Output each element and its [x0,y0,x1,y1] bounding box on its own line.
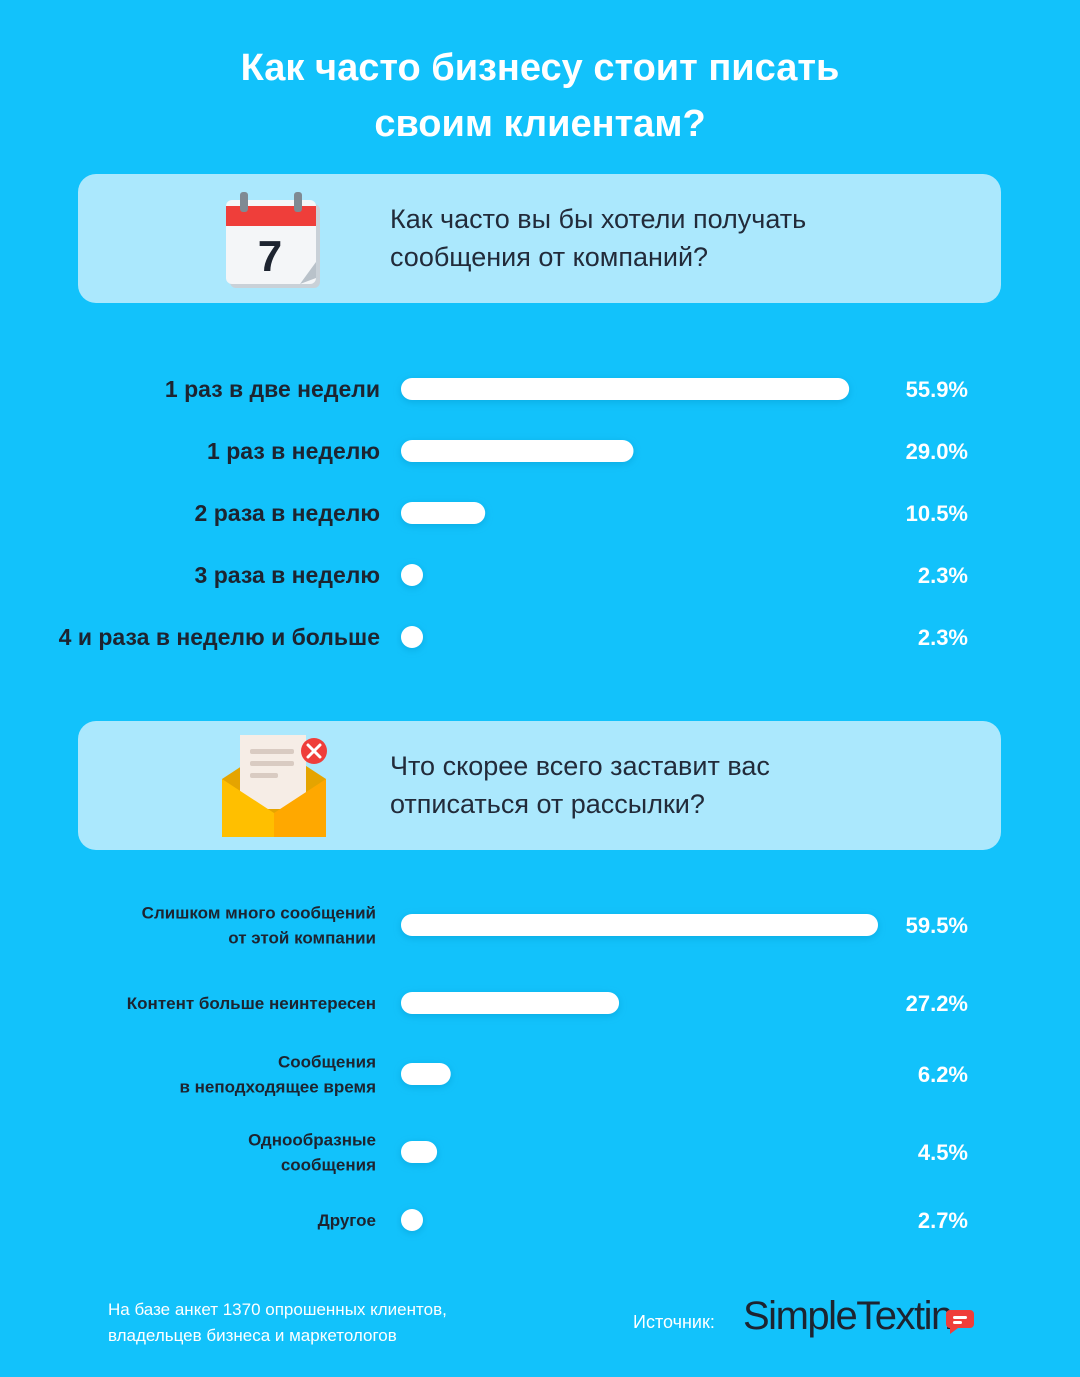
footnote-line-1: На базе анкет 1370 опрошенных клиентов, [108,1300,447,1319]
value-label: 6.2% [918,1062,968,1087]
category-label: 1 раз в неделю [207,438,380,464]
bar [401,564,423,586]
value-label: 29.0% [906,439,968,464]
bar [401,992,620,1014]
chat-bubble-icon [946,1310,974,1334]
category-label: 1 раз в две недели [165,376,380,402]
category-label: сообщения [281,1155,376,1174]
footnote: На базе анкет 1370 опрошенных клиентов, … [108,1297,548,1349]
page-title: Как часто бизнесу стоит писать своим кли… [0,40,1080,152]
question-2-line-1: Что скорее всего заставит вас [390,751,770,781]
question-card-1: 7 Как часто вы бы хотели получать сообще… [78,174,1001,303]
source-label: Источник: [633,1312,715,1332]
bar [401,378,850,400]
bar [401,1063,451,1085]
value-label: 55.9% [906,377,968,402]
category-label: 3 раза в неделю [195,562,380,588]
category-label: Однообразные [248,1130,376,1149]
bar [401,502,486,524]
value-label: 2.3% [918,563,968,588]
category-label: от этой компании [228,928,376,947]
simpletexting-logo: SimpleTextin [743,1294,953,1338]
question-2-line-2: отписаться от рассылки? [390,789,705,819]
envelope-unsubscribe-icon [222,735,327,837]
title-line-2: своим клиентам? [374,103,706,145]
footnote-line-2: владельцев бизнеса и маркетологов [108,1326,397,1345]
value-label: 59.5% [906,913,968,938]
value-label: 2.3% [918,625,968,650]
calendar-icon: 7 [226,192,320,288]
category-label: Другое [318,1211,376,1230]
bar-chart-unsubscribe: Слишком много сообщений от этой компании 5… [127,903,968,1233]
category-label: 2 раза в неделю [195,500,380,526]
question-2: Что скорее всего заставит вас отписаться… [390,747,970,823]
category-label: Сообщения [278,1052,376,1071]
question-1: Как часто вы бы хотели получать сообщени… [390,200,970,276]
bar [401,1141,438,1163]
question-card-2: Что скорее всего заставит вас отписаться… [78,721,1001,850]
calendar-day: 7 [258,232,282,281]
bar [401,1209,423,1231]
title-line-1: Как часто бизнесу стоит писать [240,47,840,89]
bar [401,914,878,936]
category-label: 4 и раза в неделю и больше [59,624,380,650]
value-label: 10.5% [906,501,968,526]
value-label: 4.5% [918,1140,968,1165]
question-1-line-1: Как часто вы бы хотели получать [390,204,807,234]
bar [401,440,634,462]
value-label: 27.2% [906,991,968,1016]
category-label: в неподходящее время [179,1077,376,1096]
value-label: 2.7% [918,1208,968,1233]
category-label: Слишком много сообщений [142,903,376,922]
bar [401,626,423,648]
question-1-line-2: сообщения от компаний? [390,242,709,272]
category-label: Контент больше неинтересен [127,994,376,1013]
bar-chart-frequency: 1 раз в две недели 55.9% 1 раз в неделю 29.… [59,376,968,650]
